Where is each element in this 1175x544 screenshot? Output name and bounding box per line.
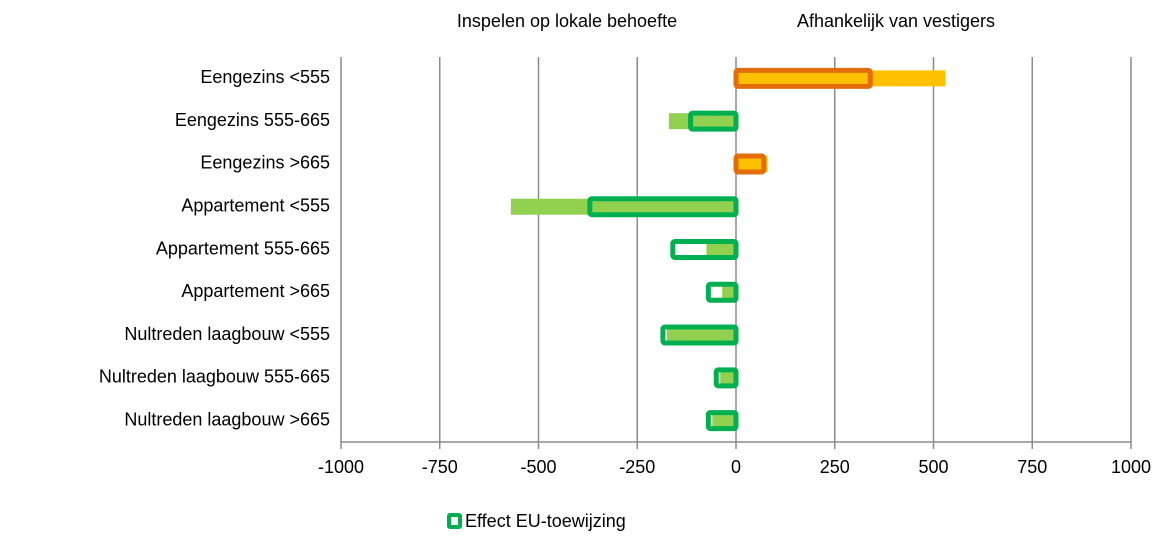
annotation: Afhankelijk van vestigers	[797, 11, 995, 31]
bar	[722, 284, 736, 301]
x-tick-label: -750	[422, 457, 458, 477]
outline-bar	[660, 324, 739, 346]
y-tick-label: Appartement >665	[181, 281, 330, 301]
x-tick-label: -500	[520, 457, 556, 477]
y-tick-label: Nultreden laagbouw <555	[124, 324, 330, 344]
x-tick-label: 500	[918, 457, 948, 477]
bar	[720, 369, 736, 386]
x-tick-label: -250	[619, 457, 655, 477]
legend-label: Effect EU-toewijzing	[465, 511, 626, 531]
outline-bar	[670, 239, 739, 260]
bar	[668, 113, 736, 130]
annotation: Inspelen op lokale behoefte	[457, 11, 677, 31]
bar	[510, 198, 736, 215]
outline-bar	[713, 367, 739, 389]
y-tick-label: Eengezins >665	[200, 153, 330, 173]
outline-bar	[705, 410, 739, 432]
legend-swatch	[447, 513, 462, 529]
bar	[712, 412, 736, 429]
bar	[666, 327, 736, 344]
x-tick-label: -1000	[318, 457, 364, 477]
bar	[736, 155, 768, 172]
y-tick-label: Nultreden laagbouw >665	[124, 409, 330, 429]
y-tick-label: Appartement <555	[181, 195, 330, 215]
x-tick-label: 0	[731, 457, 741, 477]
outline-bar	[733, 153, 767, 175]
x-tick-label: 1000	[1111, 457, 1151, 477]
x-tick-label: 250	[820, 457, 850, 477]
outline-bar	[587, 196, 739, 218]
y-tick-label: Eengezins 555-665	[175, 110, 330, 130]
x-tick-label: 750	[1017, 457, 1047, 477]
bar	[736, 70, 946, 87]
y-tick-label: Appartement 555-665	[156, 238, 330, 258]
outline-bar	[705, 281, 739, 303]
y-tick-label: Nultreden laagbouw 555-665	[99, 367, 330, 387]
outline-bar	[733, 67, 873, 89]
y-tick-label: Eengezins <555	[200, 67, 330, 87]
outline-bar	[688, 110, 739, 132]
bar	[706, 241, 736, 258]
